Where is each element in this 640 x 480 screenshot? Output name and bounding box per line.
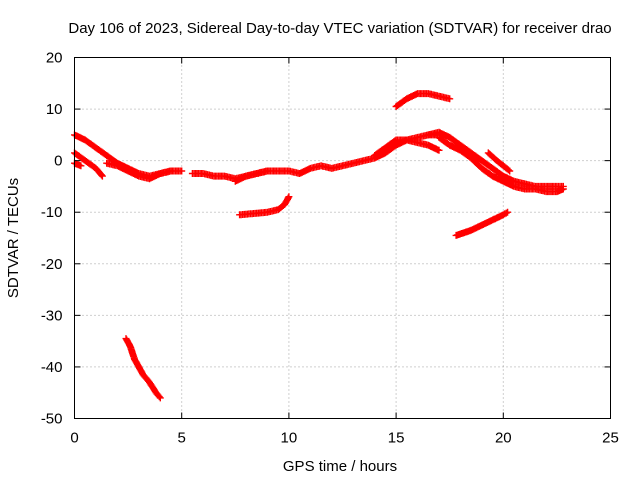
series-layer xyxy=(71,90,567,402)
x-tick-label: 20 xyxy=(495,430,512,447)
series-marks xyxy=(231,167,271,185)
series-marks xyxy=(371,136,443,159)
series-track-13 xyxy=(452,208,512,239)
series-track-14 xyxy=(122,335,164,402)
series-marks xyxy=(435,133,567,196)
series-track-10 xyxy=(424,128,567,190)
x-tick-label: 0 xyxy=(70,430,78,447)
series-track-7 xyxy=(236,193,293,219)
series-marks xyxy=(122,335,164,402)
series-marks xyxy=(236,193,293,219)
x-tick-label: 15 xyxy=(388,430,405,447)
y-tick-label: 10 xyxy=(46,101,63,118)
series-marks xyxy=(103,159,175,183)
x-axis-label: GPS time / hours xyxy=(283,458,397,475)
grid xyxy=(74,57,611,419)
series-marks xyxy=(452,208,512,239)
series-track-9 xyxy=(392,90,454,110)
y-tick-label: -20 xyxy=(41,256,63,273)
y-tick-label: -10 xyxy=(41,204,63,221)
chart-title: Day 106 of 2023, Sidereal Day-to-day VTE… xyxy=(68,20,611,37)
x-tick-label: 5 xyxy=(178,430,186,447)
series-track-8 xyxy=(371,136,443,159)
y-axis-label: SDTVAR / TECUs xyxy=(5,178,22,298)
series-track-6 xyxy=(231,167,271,185)
y-tick-label: 0 xyxy=(54,153,62,170)
series-track-12 xyxy=(484,149,514,175)
x-tick-label: 25 xyxy=(602,430,619,447)
y-tick-label: -40 xyxy=(41,359,63,376)
y-tick-label: -50 xyxy=(41,411,63,428)
x-tick-label: 10 xyxy=(281,430,298,447)
series-marks xyxy=(484,149,514,175)
series-marks xyxy=(424,128,567,190)
series-track-11 xyxy=(435,133,567,196)
series-marks xyxy=(392,90,454,110)
ticks: 0 5 10 15 20 25 -50 -40 -30 -20 -10 0 10 20 xyxy=(41,50,619,447)
y-tick-label: 20 xyxy=(46,50,63,67)
series-track-4 xyxy=(103,159,175,183)
plot-area-frame xyxy=(74,57,611,419)
y-tick-label: -30 xyxy=(41,307,63,324)
